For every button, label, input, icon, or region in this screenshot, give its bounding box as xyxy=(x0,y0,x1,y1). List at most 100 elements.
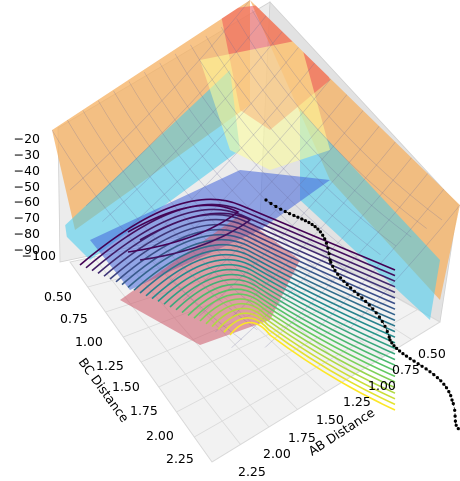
trajectory-point xyxy=(307,220,311,225)
trajectory-point xyxy=(453,414,457,418)
trajectory-point xyxy=(360,296,364,300)
trajectory-point xyxy=(349,286,353,290)
contour-line xyxy=(79,198,396,271)
surface-cyan-right xyxy=(300,110,440,320)
contour-line xyxy=(85,203,396,277)
contour-line xyxy=(91,208,396,282)
x-tick-label: 1.25 xyxy=(343,394,371,409)
surface-cyan-left xyxy=(60,70,240,260)
contour-line xyxy=(103,218,396,294)
y-tick-label: 2.25 xyxy=(166,451,194,466)
trajectory-point xyxy=(435,376,439,380)
floor-grid-line xyxy=(211,321,441,463)
trajectory-point xyxy=(432,373,436,377)
trajectory-point xyxy=(395,346,399,350)
contour-lines xyxy=(79,198,396,411)
z-tick-label: −60 xyxy=(14,194,40,209)
trajectory-point xyxy=(345,283,349,287)
z-tick-label: −90 xyxy=(14,242,40,257)
surface-plateau-left xyxy=(52,0,250,230)
mesh-line xyxy=(102,31,283,222)
y-tick-label: 0.75 xyxy=(60,311,88,326)
trajectory-point xyxy=(390,341,394,345)
trajectory-point xyxy=(323,237,327,241)
mesh-line xyxy=(128,81,320,292)
trajectory-point xyxy=(342,279,346,283)
contour-line xyxy=(139,212,252,261)
trajectory-point xyxy=(456,427,460,431)
mesh-line xyxy=(69,0,251,191)
trajectory-point xyxy=(408,357,412,361)
trajectory-point xyxy=(392,344,396,348)
z-axis: −20 −30 −40 −50 −60 −70 −80 −90 −100 xyxy=(14,131,56,263)
mesh-line xyxy=(52,129,243,341)
floor-grid-line xyxy=(259,221,441,323)
trajectory-point xyxy=(380,319,384,324)
trajectory-point xyxy=(385,329,389,334)
trajectory-point xyxy=(428,370,432,374)
trajectory-point xyxy=(274,204,278,209)
trajectory-point xyxy=(327,252,331,256)
trajectory-point xyxy=(420,364,424,368)
mesh-line xyxy=(82,110,273,321)
x-tick-label: 2.00 xyxy=(263,446,291,461)
x-tick-label: 1.75 xyxy=(288,430,316,445)
trajectory-point xyxy=(310,222,314,227)
x-tick-label: 1.50 xyxy=(316,412,344,427)
trajectory-point xyxy=(447,390,451,394)
x-tick-label: 0.75 xyxy=(392,362,420,377)
trajectory-point xyxy=(313,225,317,229)
trajectory-point xyxy=(318,230,322,234)
x-tick-label: 1.00 xyxy=(368,378,396,393)
contour-line xyxy=(139,249,396,327)
mesh-line xyxy=(199,125,380,317)
mesh-line xyxy=(251,9,443,221)
contour-line xyxy=(97,213,396,288)
contour-line xyxy=(133,244,396,322)
mesh-line xyxy=(205,35,397,247)
trajectory-point xyxy=(454,423,458,427)
trajectory-point xyxy=(283,209,287,214)
contour-line xyxy=(175,278,396,361)
contour-line xyxy=(145,254,396,333)
mesh-line xyxy=(166,94,348,285)
y-tick-label: 1.75 xyxy=(130,403,158,418)
energy-surface xyxy=(52,0,460,380)
trajectory-point xyxy=(401,352,405,356)
contour-line xyxy=(127,239,396,316)
trajectory-point xyxy=(387,335,391,339)
contour-line xyxy=(121,234,396,310)
contour-line xyxy=(193,293,396,378)
contour-line xyxy=(169,273,396,355)
z-tick-label: −20 xyxy=(14,131,40,146)
contour-line xyxy=(163,268,396,350)
trajectory-point xyxy=(264,198,268,202)
mesh-line xyxy=(220,27,412,238)
contour-line xyxy=(229,321,396,411)
contour-line xyxy=(157,264,396,344)
mesh-line xyxy=(182,110,364,301)
trajectory-point xyxy=(453,408,457,412)
x-tick-label: 0.50 xyxy=(418,346,446,361)
trajectory-point xyxy=(388,338,392,342)
mesh-line xyxy=(174,53,366,265)
contour-line xyxy=(181,283,396,366)
trajectory-point xyxy=(377,315,381,319)
trajectory-point xyxy=(398,349,402,353)
contour-line xyxy=(223,317,396,406)
trajectory-point xyxy=(324,241,328,245)
contour-line xyxy=(211,307,396,394)
trajectory-point xyxy=(329,260,333,264)
contour-line xyxy=(109,223,396,299)
x-tick-label: 2.25 xyxy=(238,464,266,479)
z-tick-label: −80 xyxy=(14,226,40,241)
trajectory-point xyxy=(333,268,337,272)
trajectory-point xyxy=(439,379,443,383)
mesh-line xyxy=(118,47,299,238)
trajectory-point xyxy=(336,272,340,276)
trajectory-point xyxy=(326,246,330,250)
z-tick-label: −30 xyxy=(14,147,40,162)
trajectory-point xyxy=(412,359,416,363)
y-tick-label: 2.00 xyxy=(146,428,174,443)
